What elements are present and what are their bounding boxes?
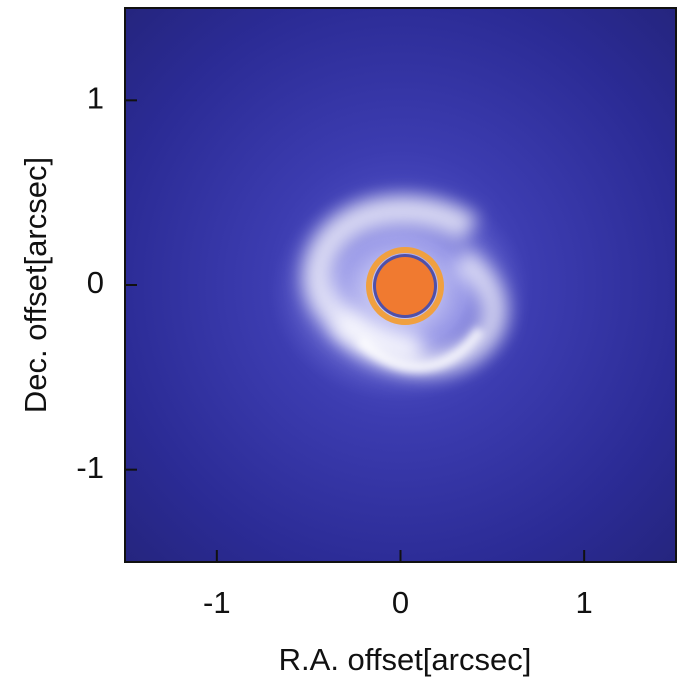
- y-tick-label: -1: [76, 450, 104, 485]
- y-tick-label: 0: [87, 265, 104, 300]
- x-tick-label: -1: [203, 585, 231, 620]
- mask: [376, 257, 434, 315]
- x-tick-label: 1: [576, 585, 593, 620]
- spiral-arm: [356, 327, 485, 373]
- x-tick-label: 0: [392, 585, 409, 620]
- y-axis-label: Dec. offset[arcsec]: [18, 157, 53, 413]
- x-axis-label: R.A. offset[arcsec]: [279, 642, 532, 677]
- image: [125, 8, 676, 562]
- y-tick-label: 1: [87, 81, 104, 116]
- mask-ring: [366, 247, 444, 325]
